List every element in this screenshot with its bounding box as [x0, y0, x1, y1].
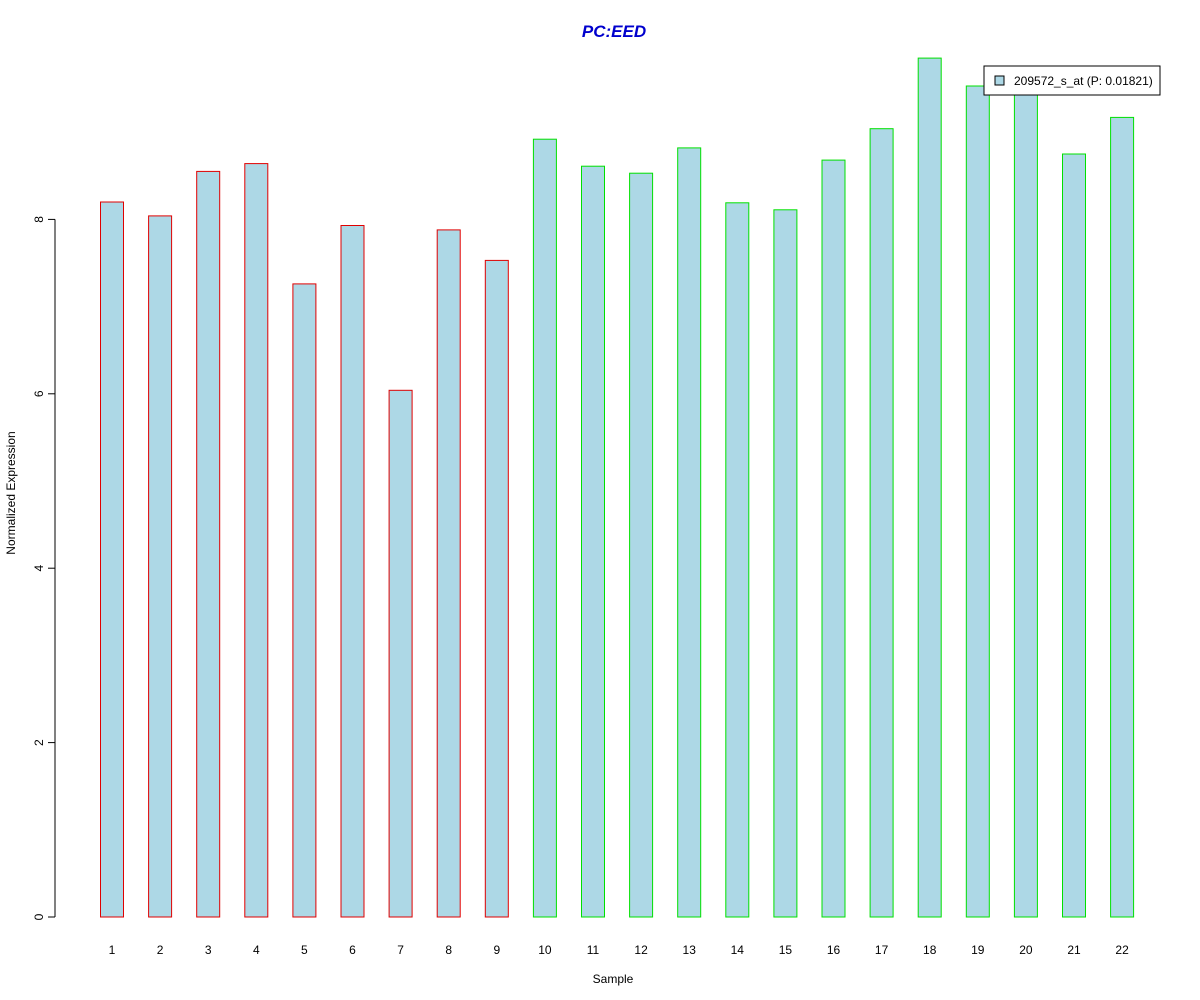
x-tick-label: 17 — [875, 943, 889, 957]
x-tick-labels: 1 2 3 4 5 6 7 8 9 10 11 12 13 14 15 16 17 18 19 20 21 22 — [109, 943, 1129, 957]
bar-sample-4 — [244, 163, 269, 918]
chart-title: PC:EED — [582, 22, 646, 41]
x-tick-label: 22 — [1115, 943, 1129, 957]
x-tick-label: 20 — [1019, 943, 1033, 957]
x-axis-title: Sample — [593, 972, 634, 986]
x-tick-label: 18 — [923, 943, 937, 957]
x-tick-label: 16 — [827, 943, 841, 957]
bar-sample-14 — [725, 202, 750, 918]
bar-sample-2 — [148, 215, 173, 918]
x-tick-label: 14 — [731, 943, 745, 957]
bar-sample-11 — [581, 165, 605, 918]
x-tick-label: 12 — [634, 943, 648, 957]
x-tick-label: 2 — [157, 943, 164, 957]
x-tick-label: 6 — [349, 943, 356, 957]
legend-swatch — [994, 75, 1005, 86]
y-tick-label: 4 — [32, 565, 46, 572]
x-tick-label: 10 — [538, 943, 552, 957]
bar-sample-18 — [917, 57, 942, 918]
legend-box — [983, 65, 1161, 96]
x-tick-label: 5 — [301, 943, 308, 957]
bar-sample-5 — [292, 283, 317, 918]
bar-sample-20 — [1013, 89, 1038, 918]
bar-sample-13 — [677, 147, 702, 918]
x-tick-label: 13 — [683, 943, 697, 957]
x-tick-label: 3 — [205, 943, 212, 957]
x-tick-label: 11 — [587, 943, 600, 957]
y-axis-title: Normalized Expression — [4, 431, 18, 554]
y-tick-label: 8 — [32, 216, 46, 223]
bar-sample-10 — [532, 138, 557, 918]
bars — [100, 57, 1135, 918]
bar-sample-3 — [196, 170, 221, 918]
x-tick-label: 4 — [253, 943, 260, 957]
bar-sample-6 — [340, 225, 365, 918]
x-tick-label: 21 — [1067, 943, 1081, 957]
x-tick-label: 7 — [397, 943, 404, 957]
bar-sample-7 — [388, 389, 413, 918]
bar-sample-8 — [436, 229, 461, 918]
bar-sample-21 — [1062, 153, 1086, 918]
bar-sample-17 — [869, 128, 894, 918]
x-tick-label: 19 — [971, 943, 985, 957]
bar-sample-15 — [773, 209, 798, 918]
y-tick-label: 2 — [32, 739, 46, 746]
bar-sample-22 — [1110, 116, 1135, 918]
y-axis: 0 2 4 6 8 — [32, 216, 56, 920]
x-tick-label: 8 — [445, 943, 452, 957]
x-tick-label: 9 — [493, 943, 500, 957]
bar-sample-9 — [484, 259, 509, 918]
y-tick-label: 6 — [32, 390, 46, 397]
legend-label: 209572_s_at (P: 0.01821) — [1014, 74, 1153, 88]
bar-sample-12 — [629, 172, 654, 918]
bar-sample-19 — [965, 85, 990, 918]
bar-sample-16 — [821, 159, 846, 918]
y-tick-label: 0 — [32, 913, 46, 920]
x-tick-label: 15 — [779, 943, 793, 957]
x-tick-label: 1 — [109, 943, 116, 957]
legend: 209572_s_at (P: 0.01821) — [983, 65, 1161, 96]
bar-sample-1 — [100, 201, 124, 918]
